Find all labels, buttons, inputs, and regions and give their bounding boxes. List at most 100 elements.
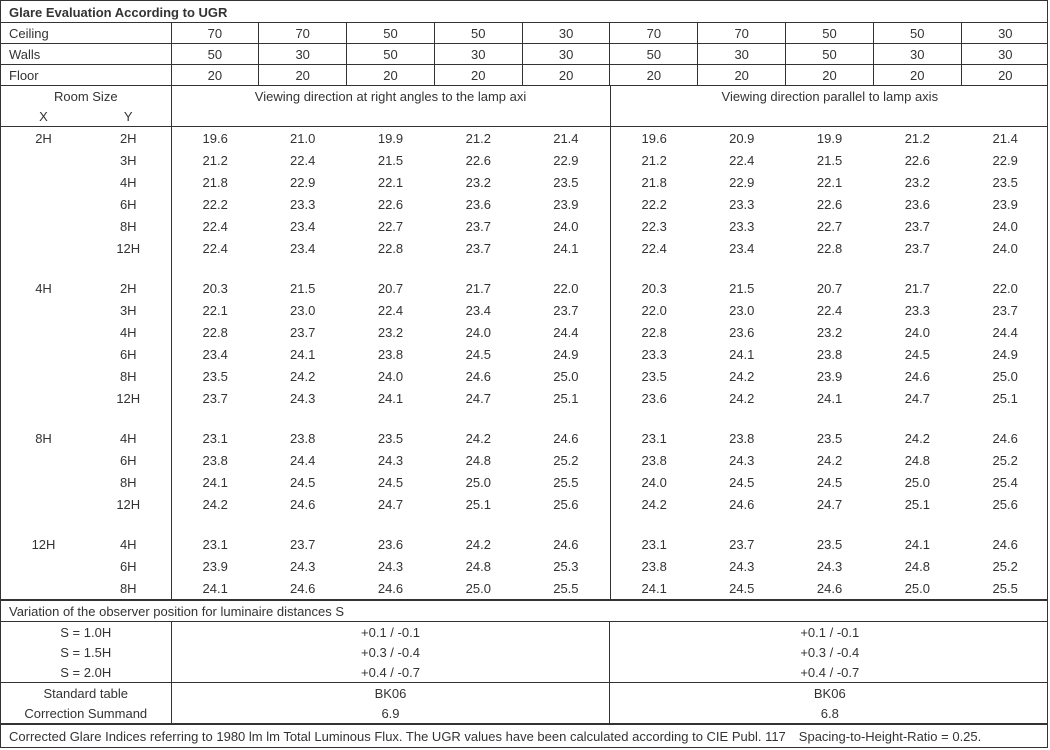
ugr-value: 22.0 bbox=[522, 277, 610, 299]
ugr-value: 20.7 bbox=[786, 277, 874, 299]
ugr-value: 22.8 bbox=[171, 321, 259, 343]
ugr-value: 25.1 bbox=[961, 387, 1048, 409]
ugr-value: 24.3 bbox=[698, 449, 786, 471]
ugr-value: 22.7 bbox=[347, 215, 435, 237]
ceiling-r4: 30 bbox=[961, 23, 1048, 44]
ugr-value: 24.7 bbox=[873, 387, 961, 409]
ugr-value: 22.0 bbox=[610, 299, 698, 321]
group-gap bbox=[1, 515, 1048, 533]
ugr-value: 23.4 bbox=[259, 215, 347, 237]
ugr-value: 24.4 bbox=[259, 449, 347, 471]
walls-row: Walls 50 30 50 30 30 50 30 50 30 30 bbox=[1, 44, 1048, 65]
ugr-value: 24.6 bbox=[961, 533, 1048, 555]
ugr-value: 24.0 bbox=[873, 321, 961, 343]
ugr-value: 23.7 bbox=[171, 387, 259, 409]
group-gap bbox=[1, 259, 1048, 277]
ugr-value: 24.0 bbox=[522, 215, 610, 237]
table-title: Glare Evaluation According to UGR bbox=[1, 1, 1047, 23]
ugr-value: 25.0 bbox=[434, 577, 522, 600]
ceiling-label: Ceiling bbox=[1, 23, 171, 44]
ugr-value: 25.0 bbox=[961, 365, 1048, 387]
table-row: 12H23.724.324.124.725.123.624.224.124.72… bbox=[1, 387, 1048, 409]
ugr-value: 24.7 bbox=[786, 493, 874, 515]
ugr-value: 25.2 bbox=[522, 449, 610, 471]
room-x: 2H bbox=[1, 127, 86, 150]
ugr-value: 24.1 bbox=[171, 471, 259, 493]
ugr-value: 23.1 bbox=[610, 533, 698, 555]
ugr-value: 25.4 bbox=[961, 471, 1048, 493]
ugr-value: 23.8 bbox=[259, 427, 347, 449]
ugr-value: 22.4 bbox=[171, 215, 259, 237]
table-row: 3H21.222.421.522.622.921.222.421.522.622… bbox=[1, 149, 1048, 171]
ugr-value: 21.5 bbox=[786, 149, 874, 171]
ugr-value: 21.4 bbox=[961, 127, 1048, 150]
ugr-value: 24.8 bbox=[873, 449, 961, 471]
ugr-value: 24.9 bbox=[522, 343, 610, 365]
room-y: 4H bbox=[86, 321, 171, 343]
ugr-value: 23.8 bbox=[698, 427, 786, 449]
room-y: 6H bbox=[86, 193, 171, 215]
ugr-value: 24.6 bbox=[259, 577, 347, 600]
roomsize-label: Room Size bbox=[1, 86, 171, 106]
ugr-value: 25.1 bbox=[522, 387, 610, 409]
ugr-value: 21.2 bbox=[434, 127, 522, 150]
ceiling-r1: 70 bbox=[698, 23, 786, 44]
room-y: 3H bbox=[86, 149, 171, 171]
ugr-value: 21.2 bbox=[171, 149, 259, 171]
ugr-value: 24.3 bbox=[259, 555, 347, 577]
ugr-value: 24.0 bbox=[610, 471, 698, 493]
ugr-value: 23.9 bbox=[522, 193, 610, 215]
ugr-value: 23.7 bbox=[873, 237, 961, 259]
ugr-value: 23.2 bbox=[786, 321, 874, 343]
ugr-value: 21.8 bbox=[610, 171, 698, 193]
ugr-value: 23.6 bbox=[873, 193, 961, 215]
ugr-value: 25.6 bbox=[522, 493, 610, 515]
room-y: 6H bbox=[86, 343, 171, 365]
ugr-value: 22.4 bbox=[786, 299, 874, 321]
ugr-value: 22.1 bbox=[171, 299, 259, 321]
ugr-value: 25.1 bbox=[873, 493, 961, 515]
ugr-value: 23.8 bbox=[786, 343, 874, 365]
ugr-value: 23.6 bbox=[610, 387, 698, 409]
floor-label: Floor bbox=[1, 65, 171, 86]
variation-heading: Variation of the observer position for l… bbox=[1, 601, 1048, 622]
correction-summand-row: Correction Summand 6.9 6.8 bbox=[1, 703, 1048, 724]
variation-row-2: S = 2.0H +0.4 / -0.7 +0.4 / -0.7 bbox=[1, 662, 1048, 683]
ugr-value: 23.9 bbox=[171, 555, 259, 577]
table-row: 2H2H19.621.019.921.221.419.620.919.921.2… bbox=[1, 127, 1048, 150]
ugr-value: 22.3 bbox=[610, 215, 698, 237]
ugr-value: 22.1 bbox=[786, 171, 874, 193]
ugr-value: 24.0 bbox=[434, 321, 522, 343]
ugr-value: 24.2 bbox=[786, 449, 874, 471]
ugr-value: 23.3 bbox=[610, 343, 698, 365]
ugr-value: 23.6 bbox=[698, 321, 786, 343]
table-row: 12H4H23.123.723.624.224.623.123.723.524.… bbox=[1, 533, 1048, 555]
ugr-value: 24.3 bbox=[786, 555, 874, 577]
ugr-value: 22.6 bbox=[347, 193, 435, 215]
ugr-value: 24.9 bbox=[961, 343, 1048, 365]
ugr-value: 24.5 bbox=[786, 471, 874, 493]
ugr-value: 24.3 bbox=[698, 555, 786, 577]
ugr-value: 24.2 bbox=[873, 427, 961, 449]
room-x bbox=[1, 555, 86, 577]
ugr-value: 25.2 bbox=[961, 449, 1048, 471]
ugr-value: 25.0 bbox=[522, 365, 610, 387]
ugr-value: 23.3 bbox=[873, 299, 961, 321]
table-row: 6H23.824.424.324.825.223.824.324.224.825… bbox=[1, 449, 1048, 471]
room-y: 12H bbox=[86, 493, 171, 515]
ugr-value: 24.2 bbox=[610, 493, 698, 515]
ugr-value: 24.1 bbox=[259, 343, 347, 365]
ugr-value: 23.5 bbox=[522, 171, 610, 193]
room-x bbox=[1, 387, 86, 409]
ugr-value: 22.4 bbox=[610, 237, 698, 259]
ceiling-r2: 50 bbox=[786, 23, 874, 44]
ugr-value: 24.4 bbox=[522, 321, 610, 343]
room-y: 8H bbox=[86, 215, 171, 237]
room-x: 12H bbox=[1, 533, 86, 555]
ugr-value: 24.1 bbox=[698, 343, 786, 365]
ugr-value: 23.4 bbox=[434, 299, 522, 321]
ugr-value: 25.0 bbox=[873, 471, 961, 493]
ugr-value: 23.4 bbox=[698, 237, 786, 259]
room-y: 4H bbox=[86, 533, 171, 555]
ugr-value: 23.8 bbox=[610, 555, 698, 577]
